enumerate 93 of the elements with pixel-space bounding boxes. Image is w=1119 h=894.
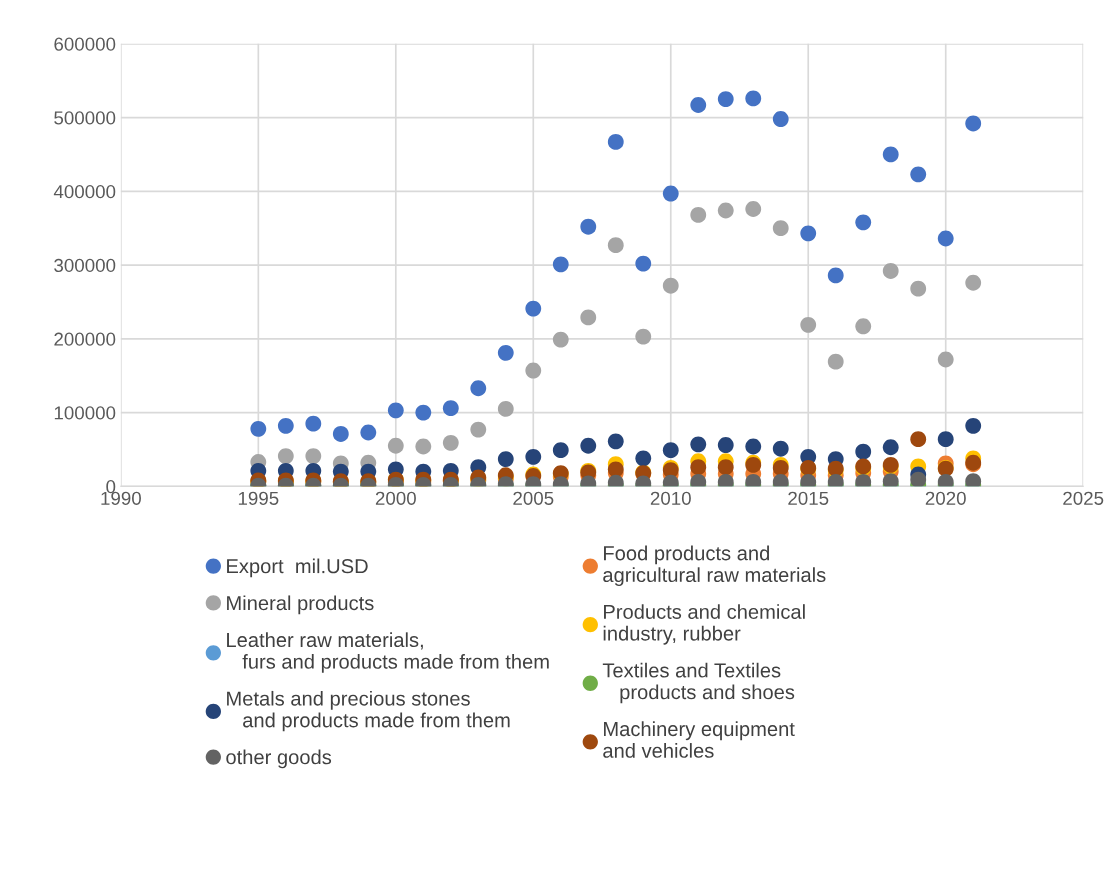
- point: [635, 328, 652, 345]
- point: [497, 400, 514, 417]
- point: [690, 97, 707, 113]
- y-tick-label: 200000: [54, 332, 116, 346]
- point: [745, 201, 762, 217]
- point: [415, 438, 432, 455]
- x-tick-label: 2015: [788, 491, 829, 505]
- point: [497, 344, 514, 361]
- point: [690, 436, 707, 453]
- x-tick-label: 2010: [650, 491, 691, 505]
- x-tick-label: 2000: [375, 491, 416, 505]
- point: [607, 461, 624, 478]
- y-tick-label: 400000: [53, 185, 116, 199]
- point: [800, 225, 817, 242]
- point: [772, 440, 789, 457]
- legend-label: other goods: [226, 749, 332, 769]
- point: [717, 459, 734, 476]
- point: [855, 443, 872, 460]
- point: [937, 431, 954, 448]
- point: [690, 207, 707, 223]
- point: [360, 424, 377, 441]
- x-tick-label: 2020: [925, 491, 966, 505]
- point: [662, 185, 679, 202]
- point: [552, 331, 569, 348]
- y-tick-label: 300000: [54, 258, 116, 273]
- point: [717, 437, 734, 453]
- legend-label: Food products and agricultural raw materials: [603, 545, 826, 587]
- legend-label: Machinery equipment and vehicles: [603, 721, 795, 758]
- point: [387, 437, 404, 454]
- point: [607, 237, 624, 254]
- point: [552, 256, 569, 273]
- x-tick-label: 2005: [513, 491, 554, 505]
- point: [937, 230, 954, 247]
- point: [827, 353, 844, 370]
- point: [387, 402, 404, 419]
- point: [277, 417, 294, 434]
- x-tick-label: 1995: [238, 491, 279, 505]
- legend-label: Products and chemical industry, rubber: [603, 604, 805, 645]
- point: [277, 448, 294, 465]
- x-tick-label: 2025: [1063, 491, 1104, 505]
- point: [497, 451, 514, 467]
- point: [305, 448, 322, 465]
- point: [525, 362, 542, 379]
- y-tick-label: 500000: [54, 111, 116, 125]
- point: [607, 133, 624, 150]
- point: [800, 316, 817, 333]
- point: [827, 267, 844, 284]
- point: [910, 166, 927, 183]
- point: [910, 431, 927, 448]
- point: [635, 255, 652, 272]
- point: [580, 437, 597, 454]
- point: [882, 439, 899, 456]
- point: [910, 280, 927, 297]
- point: [745, 90, 762, 107]
- point: [937, 351, 954, 368]
- point: [607, 433, 624, 450]
- point: [525, 300, 542, 317]
- point: [910, 471, 927, 487]
- point: [745, 438, 762, 455]
- point: [882, 146, 899, 163]
- point: [772, 111, 789, 127]
- point: [882, 263, 899, 279]
- point: [250, 420, 267, 437]
- point: [580, 309, 597, 326]
- legend-label: Export mil.USD: [227, 558, 368, 578]
- point: [552, 442, 569, 459]
- point: [855, 318, 872, 335]
- point: [580, 218, 597, 235]
- point: [415, 404, 432, 421]
- point: [690, 459, 707, 476]
- legend-label: Mineral products: [227, 595, 374, 615]
- point: [442, 400, 459, 417]
- point: [662, 277, 679, 294]
- legend-label: Leather raw materials, furs and products made from them: [227, 632, 549, 673]
- point: [635, 450, 652, 467]
- point: [525, 448, 542, 465]
- point: [717, 202, 734, 219]
- point: [855, 214, 872, 231]
- point: [772, 220, 789, 237]
- point: [717, 91, 734, 108]
- y-tick-label: 600000: [54, 37, 116, 51]
- point: [965, 115, 982, 132]
- point: [305, 415, 322, 432]
- point: [470, 421, 487, 438]
- point: [442, 434, 459, 451]
- legend-label: Metals and precious stones and products made from them: [227, 690, 510, 732]
- point: [470, 380, 487, 397]
- point: [965, 417, 982, 434]
- point: [332, 426, 349, 442]
- point: [662, 442, 679, 459]
- legend-label: Textiles and Textiles products and shoes: [602, 662, 795, 704]
- point: [965, 274, 982, 291]
- y-tick-label: 100000: [54, 406, 116, 420]
